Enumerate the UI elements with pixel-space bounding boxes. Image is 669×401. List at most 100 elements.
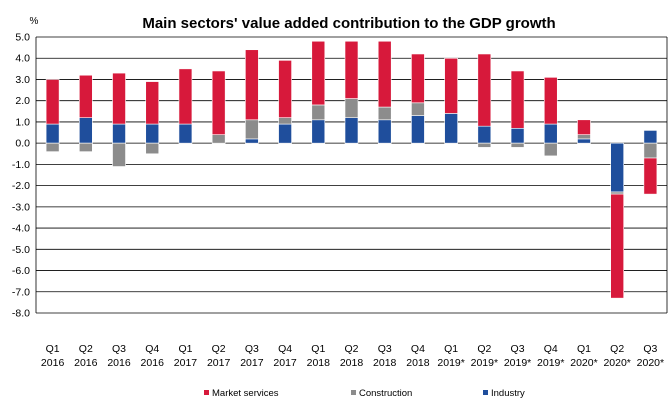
x-category-quarter: Q4 [544,343,558,355]
bar-segment-industry [411,116,424,144]
legend-swatch [351,390,356,395]
bar-segment-market-services [79,75,92,117]
x-category-year: 2020* [570,357,597,369]
bar-segment-market-services [245,50,258,120]
x-category-year: 2017 [273,357,297,369]
x-category-quarter: Q1 [46,343,60,355]
x-category-quarter: Q1 [577,343,591,355]
bar-segment-industry [445,113,458,143]
y-tick-label: -4.0 [12,223,30,235]
x-category-quarter: Q1 [178,343,192,355]
bar-segment-construction [46,143,59,151]
bar-segment-industry [478,126,491,143]
bar-segment-construction [345,99,358,118]
y-tick-label: 0.0 [15,138,30,150]
bar-segment-market-services [212,71,225,135]
bar-segment-market-services [611,194,624,298]
bar-segment-market-services [411,54,424,103]
x-category-year: 2016 [141,357,165,369]
bar-segment-construction [79,143,92,151]
bar-segment-industry [245,139,258,143]
bar-segment-construction [577,135,590,139]
bar-segment-industry [279,124,292,143]
y-axis-tick-labels: 5.0 4.0 3.0 2.0 1.0 0.0 -1.0 -2.0 -3.0 -4.0 -5.0 -6… [12,32,30,320]
bar-segment-market-services [146,82,159,124]
x-category-year: 2016 [74,357,98,369]
bar-segment-industry [345,118,358,143]
y-tick-label: 5.0 [15,32,30,44]
x-category-year: 2016 [41,357,65,369]
bar-segment-market-services [46,79,59,124]
bar-segment-industry [179,124,192,143]
bar-segment-market-services [644,158,657,194]
x-category-year: 2016 [107,357,131,369]
bar-segment-construction [378,107,391,120]
bar-segment-construction [611,192,624,194]
x-category-quarter: Q2 [477,343,491,355]
legend-swatch [204,390,209,395]
y-tick-label: -7.0 [12,286,30,298]
y-tick-label: -6.0 [12,265,30,277]
x-category-year: 2019* [504,357,531,369]
y-tick-label: -2.0 [12,180,30,192]
x-category-year: 2017 [240,357,264,369]
bar-segment-industry [378,120,391,143]
y-tick-label: -1.0 [12,159,30,171]
x-category-quarter: Q1 [311,343,325,355]
bar-segment-construction [245,120,258,139]
x-axis-category-labels: Q1 2016 Q2 2016 Q3 2016 Q4 2016 Q1 2017 Q2 2017 Q3 20… [41,343,664,369]
bar-segment-market-services [378,41,391,107]
x-category-quarter: Q2 [79,343,93,355]
bar-segment-industry [79,118,92,143]
bar-segment-market-services [544,77,557,124]
x-category-quarter: Q3 [511,343,525,355]
y-tick-label: 3.0 [15,74,30,86]
legend-label: Market services [212,388,279,399]
bar-segment-industry [46,124,59,143]
bar-segment-market-services [179,69,192,124]
legend-label: Industry [491,388,525,399]
x-category-quarter: Q3 [643,343,657,355]
x-category-year: 2018 [340,357,364,369]
bar-segment-construction [312,105,325,120]
bar-segment-construction [544,143,557,156]
bar-segment-industry [644,130,657,143]
x-category-year: 2019* [537,357,564,369]
bar-segment-construction [113,143,126,166]
x-category-year: 2020* [603,357,630,369]
bar-segment-industry [146,124,159,143]
x-category-quarter: Q2 [610,343,624,355]
x-category-quarter: Q4 [278,343,292,355]
bar-segment-market-services [478,54,491,126]
y-tick-label: 1.0 [15,116,30,128]
bar-segment-market-services [279,60,292,117]
x-category-year: 2019* [437,357,464,369]
x-category-year: 2020* [637,357,664,369]
y-tick-label: -5.0 [12,244,30,256]
bar-segment-industry [544,124,557,143]
x-category-year: 2018 [406,357,430,369]
bar-segment-construction [644,143,657,158]
x-category-quarter: Q2 [344,343,358,355]
bar-segment-industry [611,143,624,192]
x-category-quarter: Q4 [145,343,159,355]
legend-swatch [483,390,488,395]
bar-segment-market-services [577,120,590,135]
x-category-year: 2018 [373,357,397,369]
x-category-quarter: Q1 [444,343,458,355]
bar-segment-market-services [312,41,325,105]
chart-title: Main sectors' value added contribution t… [142,15,555,32]
bar-segment-market-services [511,71,524,128]
x-category-year: 2018 [307,357,331,369]
x-category-year: 2017 [174,357,198,369]
x-category-quarter: Q3 [112,343,126,355]
bar-segment-construction [212,135,225,143]
x-category-quarter: Q3 [378,343,392,355]
bar-segment-construction [279,118,292,124]
bar-segment-construction [511,143,524,147]
bar-segment-market-services [113,73,126,124]
y-tick-label: -3.0 [12,201,30,213]
bar-segment-industry [511,128,524,143]
bar-segment-construction [411,103,424,116]
